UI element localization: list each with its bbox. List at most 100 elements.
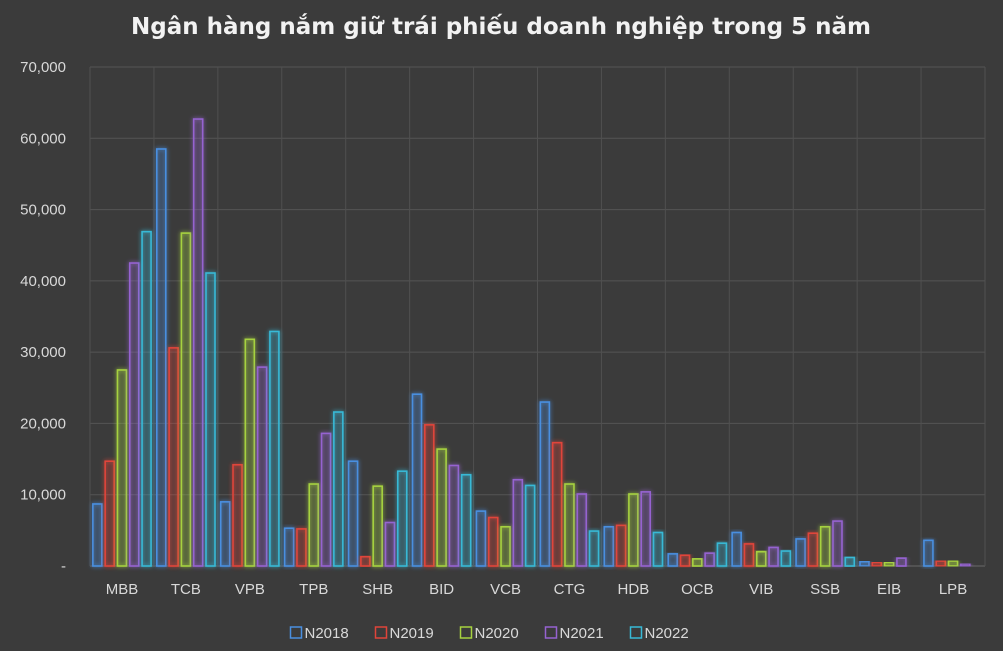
bar-vpb-n2019 (232, 463, 243, 567)
bar-tpb-n2022 (333, 411, 344, 567)
bar-bid-n2022 (460, 473, 472, 567)
legend-swatch-n2019 (374, 626, 388, 639)
x-tick-label: OCB (681, 581, 714, 598)
bar-vib-n2022 (780, 550, 792, 567)
y-tick-label: 40,000 (20, 273, 66, 290)
x-tick-label: MBB (106, 581, 139, 598)
y-tick-label: 30,000 (20, 344, 66, 361)
bar-lpb-n2021 (960, 563, 971, 567)
gridlines (89, 66, 986, 567)
bar-vib-n2019 (743, 543, 755, 567)
bar-ctg-n2018 (539, 401, 551, 567)
bar-vpb-n2021 (256, 366, 268, 567)
bar-vib-n2018 (731, 531, 742, 567)
bar-vcb-n2020 (500, 525, 511, 567)
bar-tpb-n2019 (296, 528, 307, 567)
legend-swatch-n2021 (544, 626, 558, 639)
x-tick-label: VIB (749, 581, 773, 598)
bar-eib-n2019 (871, 561, 883, 567)
y-tick-label: - (61, 558, 66, 575)
bar-ssb-n2019 (807, 532, 819, 567)
legend-label-n2020: N2020 (475, 625, 519, 642)
bar-tpb-n2018 (283, 527, 295, 567)
bar-vib-n2020 (755, 550, 767, 567)
y-tick-label: 50,000 (20, 202, 66, 219)
bar-hdb-n2019 (615, 524, 627, 567)
x-tick-label: BID (429, 581, 454, 598)
bar-ssb-n2020 (819, 525, 831, 567)
bar-bid-n2020 (436, 448, 447, 567)
bar-ssb-n2018 (795, 538, 806, 567)
bar-ssb-n2021 (832, 520, 843, 567)
bar-mbb-n2019 (104, 460, 115, 567)
bar-ctg-n2021 (576, 493, 588, 567)
legend-label-n2018: N2018 (305, 625, 349, 642)
legend-swatch-n2022 (629, 626, 643, 639)
y-tick-label: 70,000 (20, 59, 66, 76)
bar-hdb-n2020 (628, 493, 639, 567)
x-tick-label: VPB (235, 581, 265, 598)
legend-swatch-n2020 (459, 626, 473, 639)
bar-ssb-n2022 (844, 556, 856, 567)
bar-shb-n2020 (372, 485, 383, 567)
legend: N2018 N2019 N2020 N2021 N2022 (289, 625, 689, 642)
x-tick-label: SSB (810, 581, 840, 598)
x-tick-label: VCB (490, 581, 521, 598)
bar-shb-n2021 (384, 521, 396, 567)
bar-tpb-n2020 (308, 483, 320, 567)
y-tick-label: 10,000 (20, 487, 66, 504)
bar-vpb-n2020 (244, 338, 256, 567)
bar-mbb-n2018 (92, 503, 103, 567)
bar-vpb-n2022 (269, 330, 280, 567)
bar-tcb-n2022 (205, 272, 216, 567)
bars (92, 118, 971, 567)
x-tick-label: TCB (171, 581, 201, 598)
bar-eib-n2020 (883, 561, 895, 567)
bar-tpb-n2021 (320, 432, 332, 567)
bar-ctg-n2020 (564, 483, 575, 567)
bar-shb-n2018 (347, 460, 359, 567)
x-tick-label: SHB (362, 581, 393, 598)
bar-eib-n2018 (859, 560, 870, 567)
bar-ocb-n2020 (692, 558, 703, 567)
bar-eib-n2021 (896, 557, 907, 567)
x-tick-label: CTG (554, 581, 586, 598)
bar-vcb-n2021 (512, 478, 524, 567)
y-axis-tick-labels: - 10,000 20,000 30,000 40,000 50,000 60,000 70,… (20, 59, 66, 575)
bar-mbb-n2020 (116, 369, 128, 567)
bar-vpb-n2018 (219, 501, 231, 567)
bar-tcb-n2020 (180, 232, 192, 567)
bar-lpb-n2020 (947, 560, 959, 567)
legend-swatch-n2018 (289, 626, 303, 639)
bar-hdb-n2022 (652, 531, 664, 567)
bar-tcb-n2018 (155, 148, 167, 567)
bar-ctg-n2022 (588, 530, 600, 567)
bar-bid-n2021 (448, 464, 460, 567)
bar-vcb-n2018 (475, 510, 487, 567)
bar-tcb-n2021 (192, 118, 204, 567)
bar-bid-n2019 (424, 424, 435, 567)
bar-mbb-n2022 (141, 230, 152, 567)
bar-lpb-n2019 (935, 560, 947, 567)
x-tick-label: HDB (618, 581, 650, 598)
bar-ocb-n2018 (667, 553, 679, 567)
x-axis-tick-labels: MBB TCB VPB TPB SHB BID VCB CTG HDB OCB VIB SSB EIB L… (106, 581, 968, 598)
bar-ocb-n2019 (679, 554, 691, 567)
legend-label-n2022: N2022 (645, 625, 689, 642)
y-tick-label: 60,000 (20, 130, 66, 147)
y-tick-label: 20,000 (20, 415, 66, 432)
x-tick-label: LPB (939, 581, 967, 598)
bar-shb-n2022 (396, 470, 408, 567)
bar-shb-n2019 (360, 555, 371, 567)
bar-ocb-n2022 (716, 542, 728, 567)
bar-bid-n2018 (411, 393, 423, 567)
bar-ctg-n2019 (551, 441, 563, 567)
bar-vib-n2021 (768, 546, 779, 567)
bar-ocb-n2021 (704, 552, 715, 567)
bar-mbb-n2021 (128, 262, 140, 567)
legend-label-n2021: N2021 (560, 625, 604, 642)
bar-vcb-n2019 (487, 516, 499, 567)
x-tick-label: EIB (877, 581, 901, 598)
bar-vcb-n2022 (524, 484, 536, 567)
